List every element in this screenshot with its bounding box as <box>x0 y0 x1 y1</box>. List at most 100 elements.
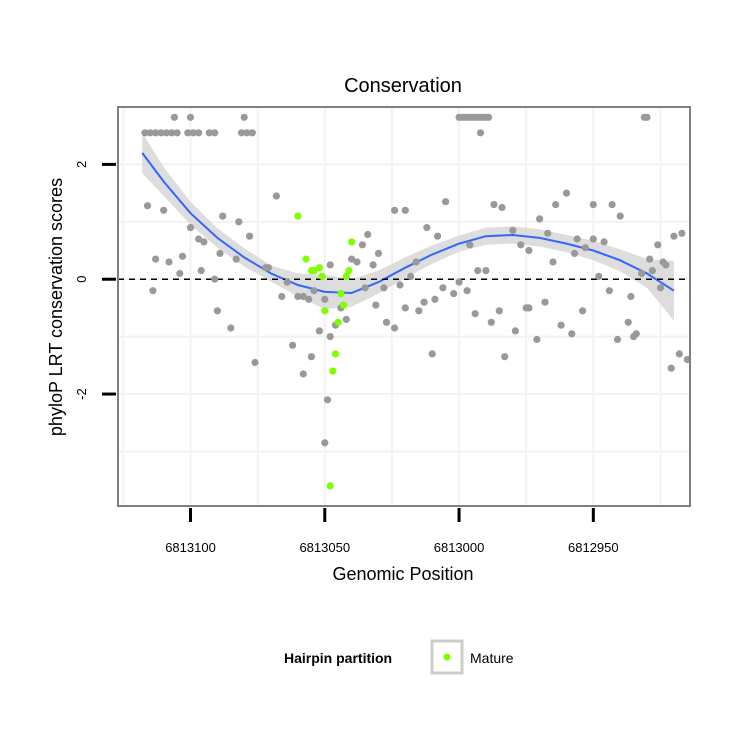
point <box>358 241 366 249</box>
point <box>439 284 447 292</box>
point-mature <box>315 264 323 272</box>
point <box>342 315 350 323</box>
point-mature <box>329 367 337 375</box>
point <box>442 198 450 206</box>
point <box>195 129 203 137</box>
point <box>613 335 622 344</box>
point <box>141 129 149 137</box>
confidence-band <box>142 132 674 321</box>
point <box>579 307 587 315</box>
legend-label-mature: Mature <box>470 650 514 666</box>
point <box>589 235 597 243</box>
point <box>348 255 356 263</box>
point <box>511 327 519 335</box>
point <box>227 324 235 332</box>
point <box>509 226 517 234</box>
point <box>608 201 616 209</box>
point <box>165 258 173 266</box>
point-mature <box>318 272 326 280</box>
point <box>184 129 192 137</box>
point-mature <box>334 318 342 326</box>
points-other <box>141 113 691 447</box>
x-axis-ticks: 6813100 6813050 6813000 6812950 <box>165 508 619 555</box>
point <box>412 258 420 266</box>
point <box>361 284 369 292</box>
point <box>251 358 259 367</box>
y-tick-label: -2 <box>74 388 89 400</box>
point <box>455 278 463 286</box>
point <box>495 307 503 315</box>
point <box>600 238 608 246</box>
point <box>463 287 471 295</box>
point <box>654 241 662 249</box>
chart-title: Conservation <box>344 75 462 97</box>
point <box>146 129 154 137</box>
point <box>168 129 176 137</box>
point <box>321 295 329 303</box>
legend-key-mature <box>443 653 451 661</box>
confidence-band-area <box>142 132 674 321</box>
point <box>544 229 552 237</box>
point <box>420 298 428 306</box>
point <box>407 272 415 280</box>
point <box>216 249 224 257</box>
point <box>323 396 332 404</box>
x-tick-label: 6813000 <box>434 540 485 555</box>
legend: Hairpin partition Mature <box>284 639 514 675</box>
point <box>272 192 280 200</box>
point <box>648 267 657 275</box>
point <box>428 350 436 358</box>
point <box>474 267 482 275</box>
point <box>549 258 557 266</box>
point <box>307 353 315 361</box>
point-mature <box>331 350 340 358</box>
point <box>278 292 286 301</box>
point <box>299 292 307 301</box>
point <box>315 327 323 335</box>
point <box>299 370 307 378</box>
point <box>573 235 581 243</box>
point <box>200 238 208 246</box>
point <box>552 201 560 209</box>
point <box>501 353 509 361</box>
point <box>557 321 565 329</box>
point <box>466 241 474 249</box>
point-mature <box>302 255 310 263</box>
y-axis-ticks: 2 0 -2 <box>74 161 116 400</box>
point <box>541 298 549 306</box>
point <box>186 224 195 232</box>
point <box>305 295 313 303</box>
point <box>235 218 243 226</box>
point <box>525 246 533 255</box>
point <box>656 284 665 292</box>
point <box>283 278 291 286</box>
point <box>434 232 442 240</box>
x-tick-label: 6813050 <box>299 540 350 555</box>
x-tick-label: 6812950 <box>568 540 619 555</box>
point <box>170 113 178 121</box>
point <box>646 255 654 263</box>
point <box>243 129 251 137</box>
point <box>616 212 624 220</box>
point <box>211 275 219 283</box>
point <box>219 212 227 220</box>
point <box>186 113 195 121</box>
point <box>237 129 246 137</box>
point <box>364 230 372 239</box>
point <box>178 252 187 260</box>
point <box>391 206 399 214</box>
point <box>326 333 334 341</box>
point <box>431 295 439 303</box>
point <box>415 307 423 315</box>
point-mature <box>345 267 353 275</box>
point <box>173 129 181 137</box>
point <box>401 304 409 312</box>
point <box>589 201 597 209</box>
point <box>205 129 213 137</box>
point <box>659 258 667 266</box>
point-mature <box>294 212 302 220</box>
point <box>595 272 603 280</box>
point <box>581 244 589 252</box>
legend-title: Hairpin partition <box>284 650 392 666</box>
